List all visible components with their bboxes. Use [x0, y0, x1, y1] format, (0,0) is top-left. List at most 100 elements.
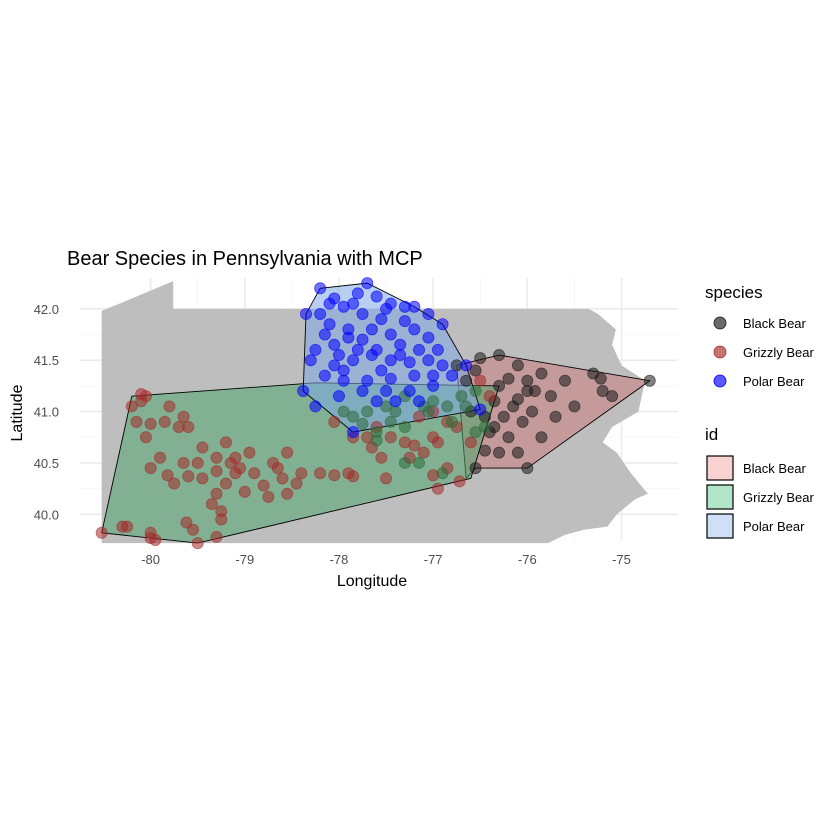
data-point-grizzly-bear [219, 477, 232, 490]
data-point-black-bear [544, 390, 557, 403]
data-point-polar-bear [394, 338, 407, 351]
data-point-polar-bear [370, 395, 383, 408]
data-point-polar-bear [408, 369, 421, 382]
data-point-grizzly-bear [281, 446, 294, 459]
data-point-grizzly-bear [210, 465, 223, 478]
data-point-black-bear [535, 367, 548, 380]
data-point-black-bear [521, 385, 534, 398]
data-point-polar-bear [365, 349, 378, 362]
data-point-grizzly-bear [196, 472, 209, 485]
data-point-black-bear [478, 444, 491, 457]
data-point-grizzly-bear [139, 390, 152, 403]
data-point-grizzly-bear [431, 482, 444, 495]
data-point-grizzly-bear [380, 472, 393, 485]
data-point-grizzly-bear-green [398, 420, 411, 433]
data-point-black-bear [511, 393, 524, 406]
data-point-grizzly-bear [168, 477, 181, 490]
points-layer [95, 277, 656, 550]
data-point-grizzly-bear [177, 410, 190, 423]
data-point-polar-bear [403, 385, 416, 398]
data-point-polar-bear [356, 385, 369, 398]
data-point-grizzly-bear [154, 451, 167, 464]
data-point-polar-bear [318, 328, 331, 341]
data-point-polar-bear [342, 331, 355, 344]
data-point-black-bear [493, 446, 506, 459]
y-tick-label: 42.0 [34, 302, 59, 317]
data-point-polar-bear [351, 343, 364, 356]
data-point-polar-bear [347, 297, 360, 310]
data-point-grizzly-bear [180, 516, 193, 529]
data-point-grizzly-bear-green [427, 395, 440, 408]
data-point-grizzly-bear [161, 469, 174, 482]
data-point-polar-bear [445, 369, 458, 382]
data-point-grizzly-bear-green [413, 456, 426, 469]
data-point-polar-bear [403, 356, 416, 369]
data-point-grizzly-bear [177, 456, 190, 469]
data-point-polar-bear [413, 343, 426, 356]
data-point-polar-bear [328, 338, 341, 351]
legend-key-black-bear [713, 316, 727, 330]
data-point-grizzly-bear-green [370, 434, 383, 447]
data-point-black-bear [474, 352, 487, 365]
legend-key-grizzly-bear [713, 345, 727, 359]
legend-title-id: id [705, 425, 718, 444]
legend-key-black-bear [706, 455, 734, 481]
data-point-grizzly-bear-green [469, 426, 482, 439]
data-point-polar-bear [394, 349, 407, 362]
data-point-polar-bear [314, 282, 327, 295]
data-point-grizzly-bear [427, 431, 440, 444]
data-point-black-bear [469, 462, 482, 475]
data-point-grizzly-bear-green [460, 400, 473, 413]
data-point-polar-bear [323, 297, 336, 310]
data-point-black-bear [594, 372, 607, 385]
data-point-grizzly-bear [342, 467, 355, 480]
data-point-grizzly-bear [257, 479, 270, 492]
data-point-grizzly-bear-green [361, 405, 374, 418]
x-axis-ticks: -80 -79 -78 -77 -76 -75 [141, 552, 631, 567]
data-point-grizzly-bear [262, 490, 275, 503]
legend-key-polar-bear [713, 374, 727, 388]
data-point-grizzly-bear-green [384, 415, 397, 428]
data-point-black-bear [511, 359, 524, 372]
data-point-polar-bear [356, 333, 369, 346]
data-point-grizzly-bear [210, 487, 223, 500]
data-point-black-bear [558, 374, 571, 387]
data-point-black-bear [460, 374, 473, 387]
data-point-black-bear [469, 364, 482, 377]
data-point-polar-bear [304, 354, 317, 367]
data-point-polar-bear [332, 390, 345, 403]
data-point-black-bear [568, 400, 581, 413]
legend-label-polar-bear: Polar Bear [743, 374, 805, 389]
x-tick-label: -75 [612, 552, 631, 567]
legend-label-black-bear: Black Bear [743, 316, 807, 331]
data-point-black-bear [526, 405, 539, 418]
data-point-grizzly-bear [116, 520, 129, 533]
data-point-polar-bear [318, 369, 331, 382]
data-point-polar-bear [389, 395, 402, 408]
data-point-polar-bear [436, 318, 449, 331]
data-point-polar-bear [408, 323, 421, 336]
data-point-grizzly-bear [384, 431, 397, 444]
data-point-polar-bear [431, 343, 444, 356]
data-point-polar-bear [328, 359, 341, 372]
data-point-polar-bear [361, 277, 374, 290]
x-axis-label: Longitude [337, 573, 407, 590]
data-point-grizzly-bear [210, 530, 223, 543]
data-point-grizzly-bear [271, 462, 284, 475]
data-point-polar-bear [370, 290, 383, 303]
y-tick-label: 40.5 [34, 456, 59, 471]
legend-title-species: species [705, 283, 763, 302]
data-point-polar-bear [314, 307, 327, 320]
data-point-grizzly-bear [130, 415, 143, 428]
data-point-grizzly-bear [191, 456, 204, 469]
data-point-polar-bear [300, 307, 313, 320]
data-point-black-bear [502, 431, 515, 444]
data-point-polar-bear [380, 385, 393, 398]
data-point-grizzly-bear-green [478, 420, 491, 433]
data-point-polar-bear [356, 307, 369, 320]
data-point-polar-bear [309, 400, 322, 413]
data-point-grizzly-bear [215, 505, 228, 518]
data-point-grizzly-bear-green [389, 405, 402, 418]
data-point-black-bear [549, 410, 562, 423]
data-point-polar-bear [474, 403, 487, 416]
